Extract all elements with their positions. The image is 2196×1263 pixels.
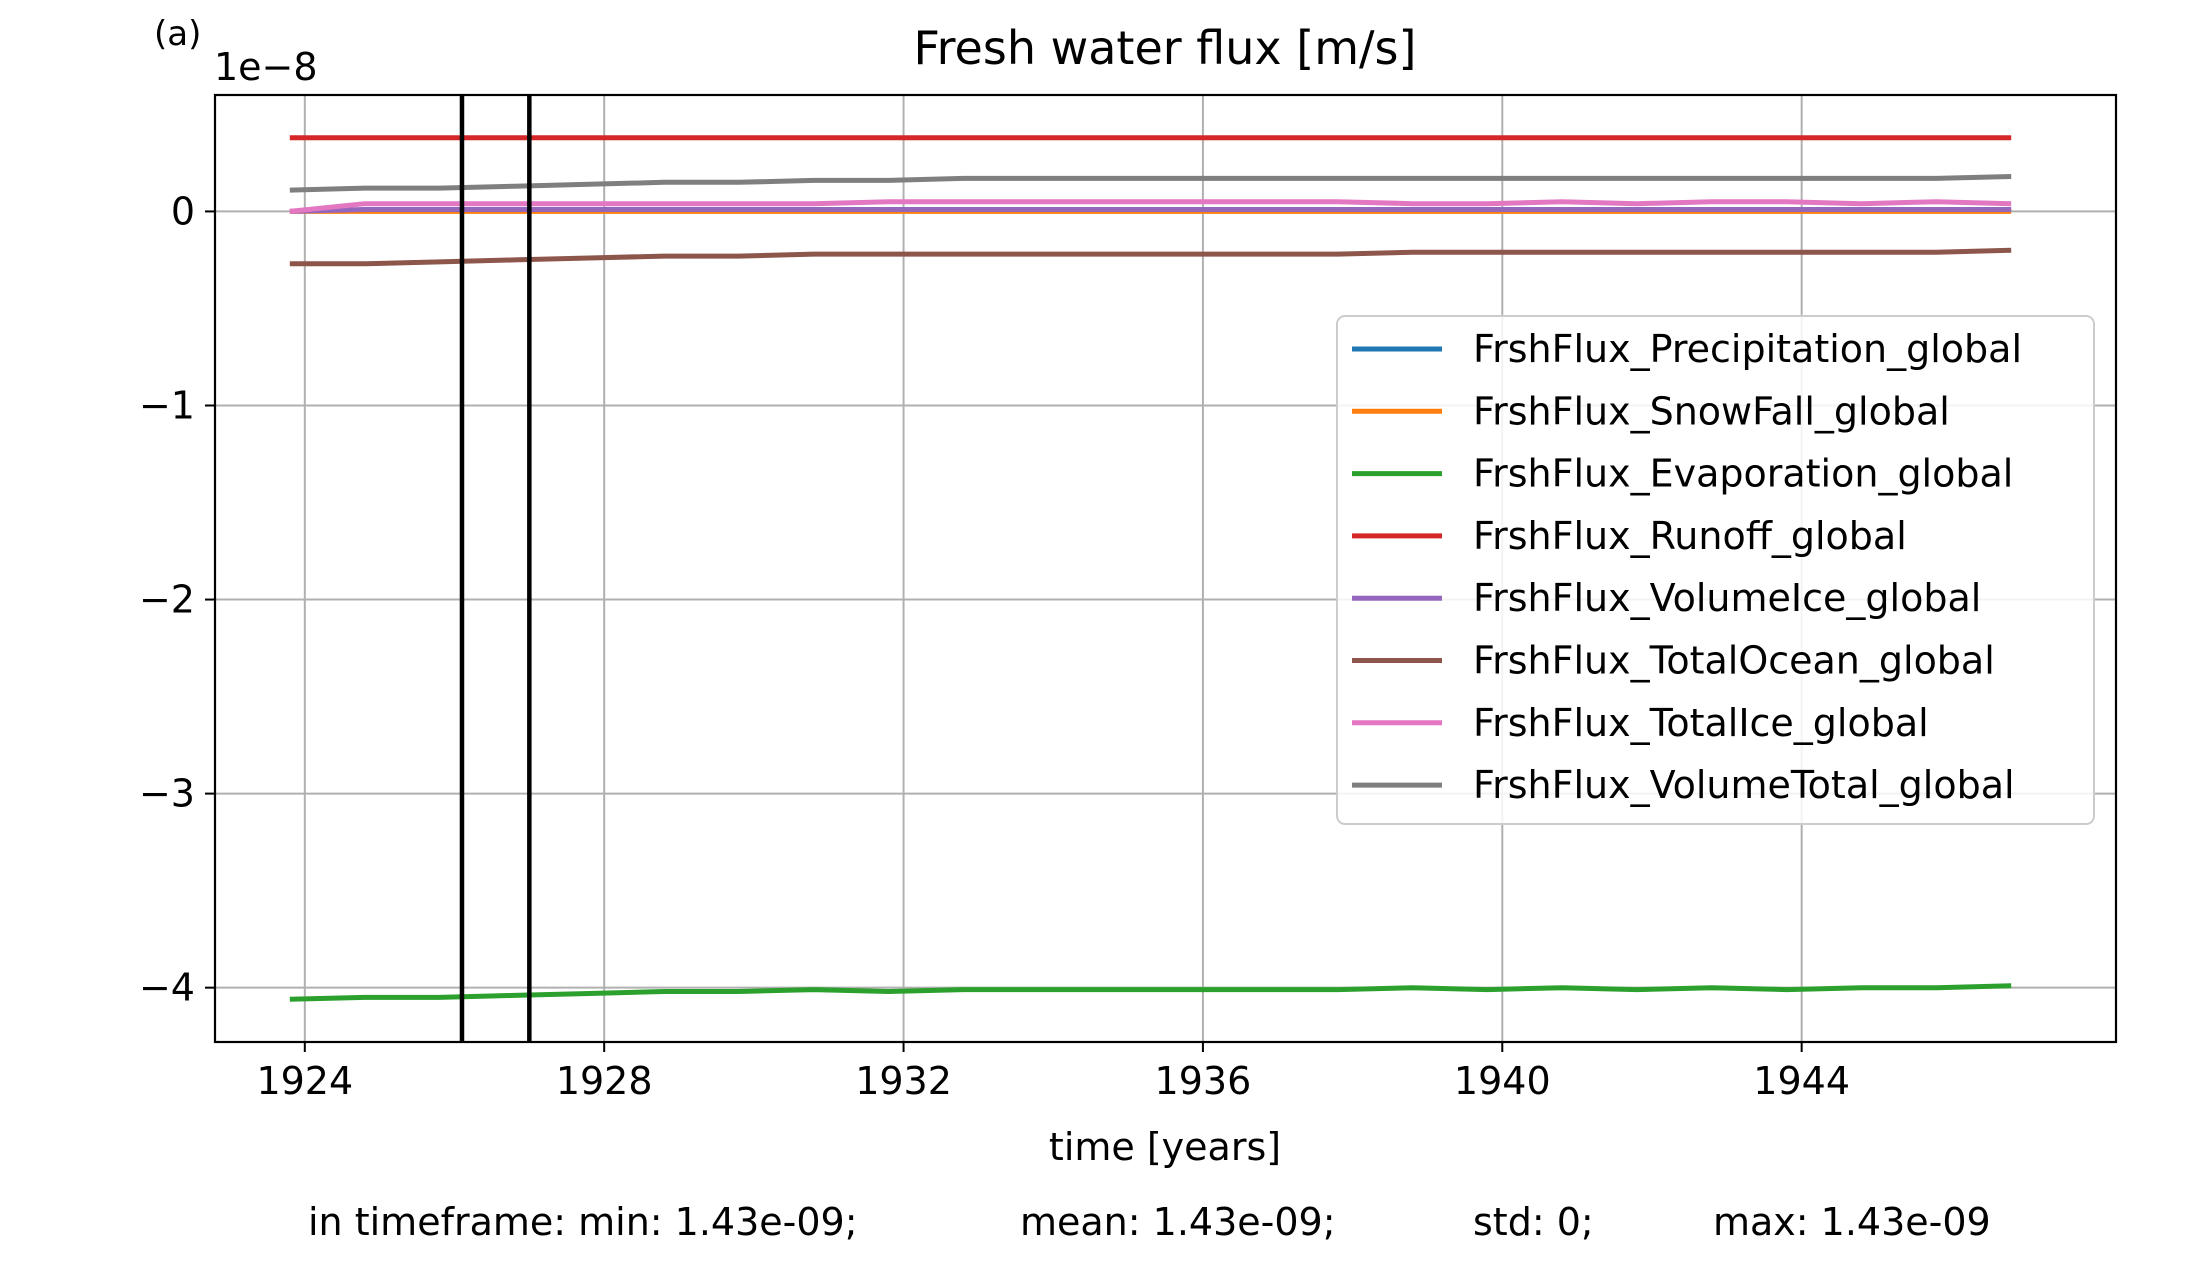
series-line-frshflux-evaporation-global — [289, 983, 2012, 1002]
stat-mean: mean: 1.43e-09; — [1020, 1200, 1336, 1244]
series-line-frshflux-totalice-global — [289, 199, 2012, 214]
x-tick-label: 1944 — [1753, 1059, 1850, 1103]
panel-label: (a) — [154, 14, 201, 54]
plot-frame — [213, 93, 2118, 1044]
stat-std: std: 0; — [1473, 1200, 1594, 1244]
legend-label: FrshFlux_Runoff_global — [1473, 514, 1907, 558]
series-lines — [289, 135, 2012, 1002]
legend-label: FrshFlux_Precipitation_global — [1473, 327, 2022, 371]
x-tick-label: 1936 — [1155, 1059, 1252, 1103]
x-axis-label: time [years] — [1049, 1125, 1281, 1169]
x-tick-label: 1924 — [256, 1059, 353, 1103]
y-tick-label: 0 — [171, 189, 195, 233]
legend: FrshFlux_Precipitation_global FrshFlux_Sn… — [1336, 315, 2095, 825]
series-line-frshflux-volumetotal-global — [289, 174, 2012, 193]
legend-box — [1336, 315, 2095, 825]
vertical-markers — [459, 95, 532, 1042]
axis-ticks: 1924 1928 1932 1936 1940 1944 0 −1 −2 −3 −4 — [139, 189, 1850, 1103]
series-line-frshflux-volumeice-global — [289, 207, 2012, 214]
y-scale-label: 1e−8 — [214, 45, 318, 89]
x-tick-label: 1940 — [1454, 1059, 1551, 1103]
y-tick-label: −4 — [139, 966, 195, 1010]
chart-title: Fresh water flux [m/s] — [914, 21, 1417, 75]
legend-label: FrshFlux_TotalIce_global — [1473, 701, 1929, 745]
series-line-frshflux-totalocean-global — [289, 247, 2012, 267]
legend-label: FrshFlux_SnowFall_global — [1473, 389, 1950, 433]
legend-label: FrshFlux_VolumeIce_global — [1473, 576, 1981, 620]
legend-label: FrshFlux_Evaporation_global — [1473, 452, 2013, 496]
x-tick-label: 1928 — [556, 1059, 653, 1103]
legend-label: FrshFlux_VolumeTotal_global — [1473, 763, 2015, 807]
stat-max: max: 1.43e-09 — [1713, 1200, 1991, 1244]
y-tick-label: −2 — [139, 578, 195, 622]
y-tick-label: −3 — [139, 772, 195, 816]
legend-label: FrshFlux_TotalOcean_global — [1473, 639, 1995, 683]
stat-min: in timeframe: min: 1.43e-09; — [308, 1200, 858, 1244]
x-tick-label: 1932 — [855, 1059, 952, 1103]
y-tick-label: −1 — [139, 383, 195, 427]
